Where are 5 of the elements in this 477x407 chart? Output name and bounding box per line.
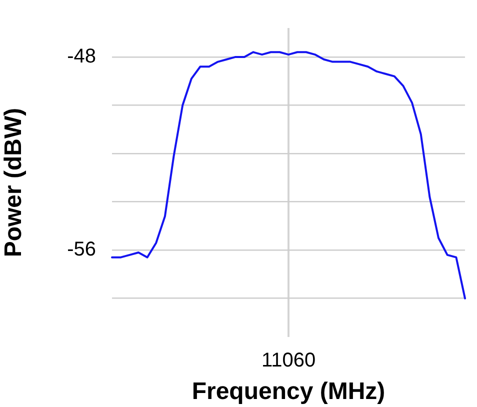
x-axis-title: Frequency (MHz): [192, 378, 386, 406]
x-tick-label: 11060: [261, 350, 316, 372]
y-tick-label: -56: [67, 238, 96, 261]
y-tick-label: -48: [67, 45, 96, 68]
y-axis-title: Power (dBW): [0, 108, 28, 258]
